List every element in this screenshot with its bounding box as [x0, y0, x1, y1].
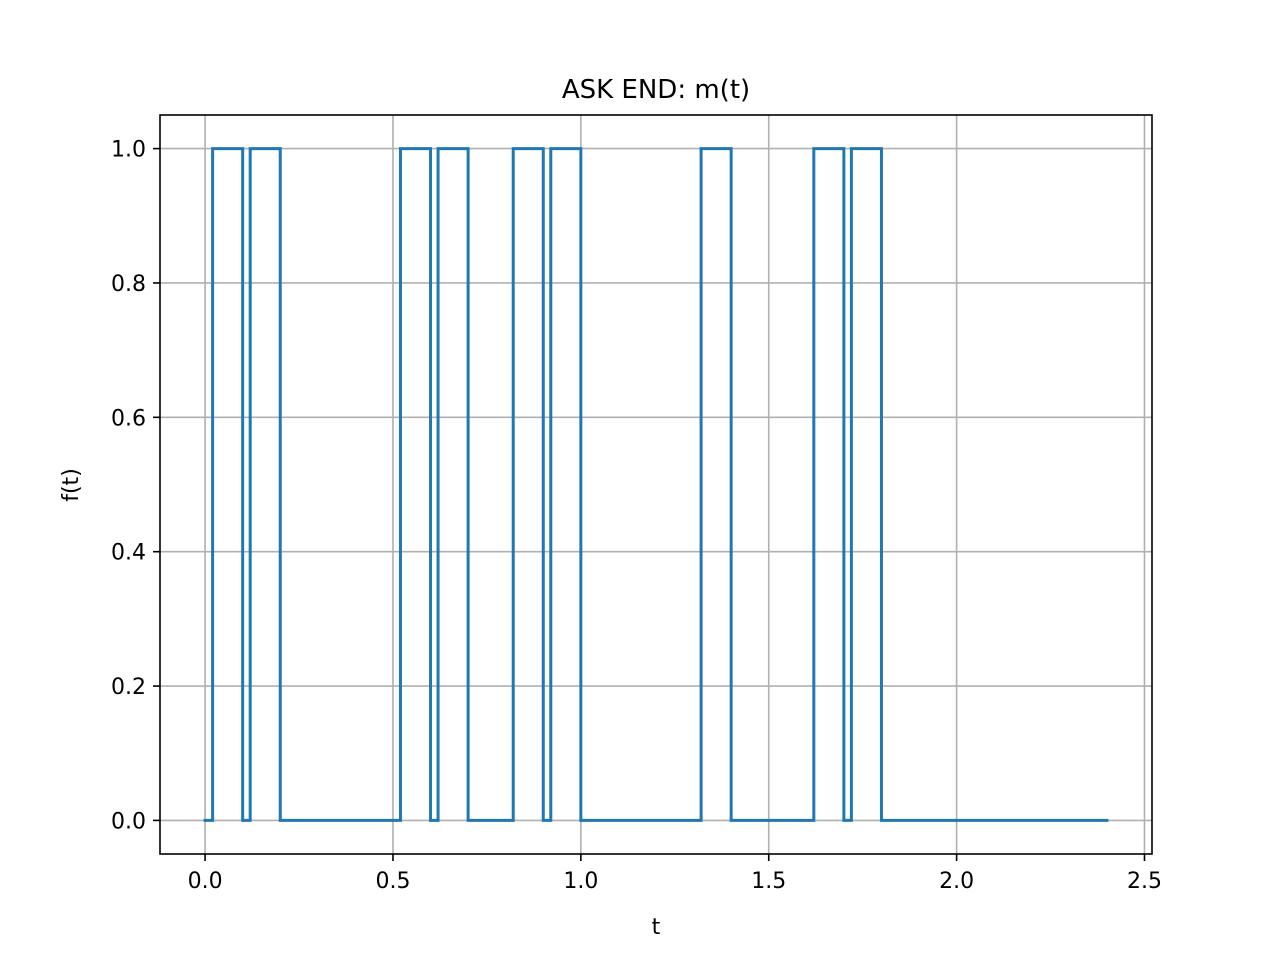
x-tick-label: 0.0	[188, 869, 223, 894]
x-tick-label: 1.0	[563, 869, 598, 894]
y-tick-label: 0.8	[111, 272, 146, 297]
y-tick-label: 1.0	[111, 138, 146, 163]
y-tick-label: 0.0	[111, 809, 146, 834]
x-tick-label: 2.5	[1127, 869, 1162, 894]
x-tick-label: 0.5	[375, 869, 410, 894]
x-tick-label: 2.0	[939, 869, 974, 894]
plot-frame	[159, 114, 1153, 855]
y-tick-label: 0.2	[111, 675, 146, 700]
y-tick-label: 0.4	[111, 541, 146, 566]
series-line	[203, 147, 1109, 822]
y-axis-label: f(t)	[59, 468, 84, 502]
x-axis-label: t	[652, 915, 661, 940]
y-tick-label: 0.6	[111, 406, 146, 431]
chart-title: ASK END: m(t)	[562, 75, 750, 105]
x-tick-label: 1.5	[751, 869, 786, 894]
